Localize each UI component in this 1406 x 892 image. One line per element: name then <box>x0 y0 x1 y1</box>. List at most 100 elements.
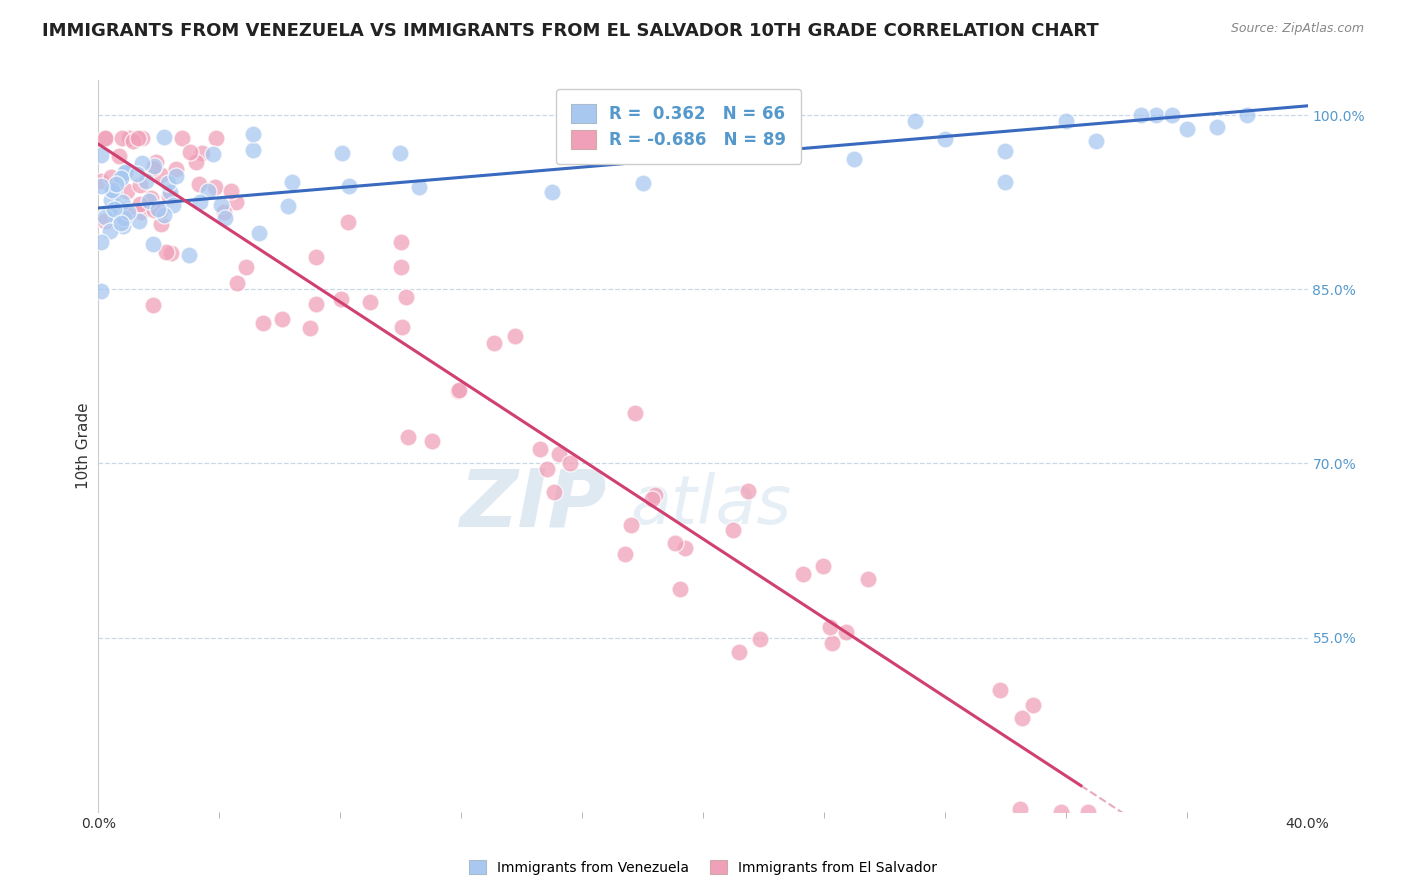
Point <box>152 208 174 222</box>
Point <box>1011 711 1033 725</box>
Point <box>503 329 526 343</box>
Point <box>277 199 299 213</box>
Point <box>114 166 136 180</box>
Point <box>447 384 470 398</box>
Point <box>93 213 115 227</box>
Point <box>179 248 201 262</box>
Point <box>856 572 879 586</box>
Point <box>752 112 775 126</box>
Point <box>184 155 207 169</box>
Point <box>149 204 172 219</box>
Point <box>190 146 212 161</box>
Point <box>614 547 637 561</box>
Point <box>482 335 505 350</box>
Point <box>305 297 328 311</box>
Point <box>104 177 127 191</box>
Point <box>219 184 242 198</box>
Point <box>994 175 1017 189</box>
Point <box>641 491 664 506</box>
Point <box>336 215 359 229</box>
Point <box>536 462 558 476</box>
Point <box>214 205 236 219</box>
Point <box>111 131 134 145</box>
Point <box>934 132 956 146</box>
Point <box>247 226 270 240</box>
Point <box>623 406 645 420</box>
Point <box>225 195 247 210</box>
Point <box>145 154 167 169</box>
Point <box>94 131 117 145</box>
Point <box>118 131 141 145</box>
Point <box>1160 108 1182 122</box>
Point <box>844 152 866 166</box>
Point <box>904 113 927 128</box>
Legend: Immigrants from Venezuela, Immigrants from El Salvador: Immigrants from Venezuela, Immigrants fr… <box>464 855 942 880</box>
Point <box>101 183 124 197</box>
Point <box>165 169 187 183</box>
Point <box>359 294 381 309</box>
Point <box>98 224 121 238</box>
Point <box>820 620 842 634</box>
Point <box>298 321 321 335</box>
Point <box>330 145 353 160</box>
Point <box>197 184 219 198</box>
Point <box>447 383 470 397</box>
Point <box>115 184 138 198</box>
Y-axis label: 10th Grade: 10th Grade <box>76 402 91 490</box>
Point <box>1054 114 1077 128</box>
Point <box>811 558 834 573</box>
Point <box>669 582 692 597</box>
Point <box>111 219 134 233</box>
Point <box>1022 698 1045 712</box>
Point <box>391 320 413 334</box>
Point <box>270 312 292 326</box>
Point <box>395 290 418 304</box>
Point <box>252 316 274 330</box>
Point <box>162 198 184 212</box>
Point <box>142 236 165 251</box>
Point <box>389 260 412 274</box>
Point <box>187 178 209 192</box>
Point <box>664 536 686 550</box>
Point <box>150 168 173 182</box>
Point <box>103 202 125 216</box>
Point <box>620 518 643 533</box>
Point <box>157 189 180 203</box>
Point <box>125 167 148 181</box>
Point <box>90 174 112 188</box>
Point <box>339 179 361 194</box>
Point <box>143 203 166 218</box>
Point <box>748 632 770 646</box>
Point <box>165 161 187 176</box>
Point <box>281 175 304 189</box>
Point <box>153 129 176 144</box>
Point <box>135 174 157 188</box>
Point <box>146 202 169 217</box>
Point <box>138 194 160 208</box>
Text: Source: ZipAtlas.com: Source: ZipAtlas.com <box>1230 22 1364 36</box>
Point <box>396 430 419 444</box>
Point <box>142 298 165 312</box>
Point <box>150 217 173 231</box>
Point <box>121 134 143 148</box>
Point <box>94 211 117 225</box>
Point <box>170 131 193 145</box>
Point <box>1077 805 1099 819</box>
Point <box>128 214 150 228</box>
Point <box>127 131 149 145</box>
Point <box>1130 108 1153 122</box>
Point <box>1144 108 1167 122</box>
Point <box>90 235 112 249</box>
Point <box>90 284 112 298</box>
Point <box>242 128 264 142</box>
Point <box>100 194 122 208</box>
Point <box>1175 122 1198 136</box>
Point <box>408 179 430 194</box>
Point <box>117 205 139 219</box>
Point <box>214 211 236 225</box>
Point <box>988 683 1011 698</box>
Point <box>1085 134 1108 148</box>
Point <box>792 566 814 581</box>
Point <box>159 245 181 260</box>
Point <box>543 484 565 499</box>
